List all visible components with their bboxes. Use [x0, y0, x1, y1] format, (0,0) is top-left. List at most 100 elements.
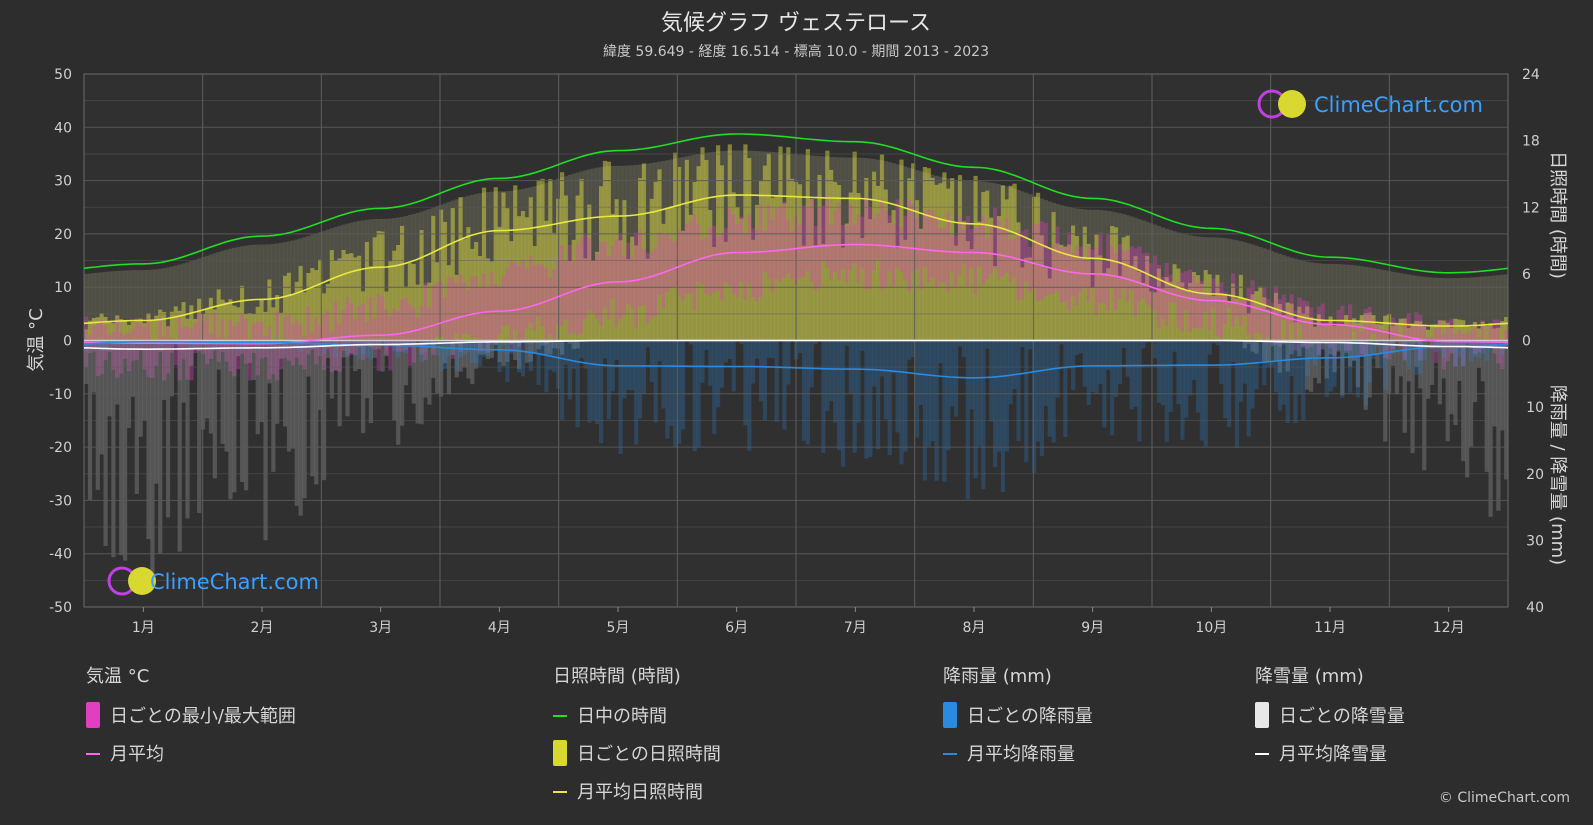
legend-daylight-label: 日中の時間	[577, 706, 667, 727]
sunshine-bar	[719, 165, 725, 341]
snow-bar	[1433, 340, 1439, 347]
rain-bar	[1301, 340, 1306, 421]
snow-bar	[372, 340, 377, 358]
daylight-bar	[606, 166, 611, 341]
temp-range-bar	[1250, 280, 1255, 342]
rain-bar	[622, 340, 627, 399]
temp-range-bar	[692, 213, 697, 311]
sunshine-bar	[993, 266, 998, 341]
snow-bar	[1488, 340, 1493, 517]
snow-bar	[419, 340, 424, 425]
snow-bar	[1254, 340, 1259, 354]
rain-bar	[942, 340, 947, 482]
daylight-bar	[95, 272, 100, 341]
rain-bar	[208, 340, 214, 343]
temp-range-bar	[1351, 328, 1357, 332]
rain-bar	[1348, 340, 1353, 393]
daylight-bar	[969, 181, 974, 341]
temp-range-bar	[1289, 294, 1294, 324]
rain-bar	[954, 340, 959, 417]
daylight-bar	[1398, 273, 1403, 341]
rain-bar	[1297, 340, 1302, 395]
daylight-bar	[247, 245, 253, 341]
daylight-bar	[1008, 187, 1013, 341]
snow-bar	[415, 340, 420, 424]
temp-range-bar	[954, 235, 959, 288]
rain-bar	[509, 340, 514, 354]
daylight-bar	[1453, 278, 1458, 341]
daylight-bar	[1238, 241, 1244, 341]
sunshine-bar	[1121, 237, 1126, 341]
sunshine-bar	[770, 197, 775, 341]
sunshine-bar	[1301, 313, 1306, 341]
temp-range-bar	[1164, 262, 1169, 326]
temp-range-bar	[1121, 250, 1126, 289]
snow-bar	[532, 340, 537, 354]
sunshine-bar	[1098, 255, 1103, 341]
rain-bar	[556, 340, 561, 389]
sunshine-bar	[1180, 282, 1185, 341]
temp-range-bar	[407, 304, 413, 366]
temp-range-bar	[376, 293, 381, 371]
sunshine-bar	[388, 261, 393, 341]
snow-bar	[119, 340, 124, 556]
temp-range-bar	[677, 229, 682, 296]
sunshine-bar	[712, 246, 717, 341]
snow-bar	[567, 340, 572, 344]
sunshine-bar	[232, 305, 237, 341]
daylight-bar	[1441, 278, 1446, 341]
temp-range-bar	[427, 307, 432, 342]
daylight-bar	[856, 157, 861, 341]
daylight-bar	[879, 160, 885, 341]
rain-bar	[357, 340, 362, 359]
sunshine-bar	[1379, 324, 1384, 341]
rain-bar	[895, 340, 900, 433]
sunshine-bar	[1078, 257, 1084, 341]
sunshine-bar	[1223, 293, 1228, 341]
daylight-bar	[1433, 277, 1439, 341]
daylight-bar	[696, 154, 701, 341]
rain-bar	[1355, 340, 1361, 398]
snow-bar	[462, 340, 467, 368]
temp-range-bar	[1156, 264, 1162, 329]
snow-bar	[1359, 340, 1364, 355]
sunshine-bar	[786, 147, 791, 341]
sunshine-bar	[669, 206, 674, 341]
sunshine-bar	[185, 318, 190, 341]
temp-range-bar	[864, 196, 869, 290]
rain-bar	[1195, 340, 1201, 413]
rain-bar	[969, 340, 974, 410]
temp-range-bar	[364, 321, 370, 344]
snow-bar	[1445, 340, 1450, 442]
sunshine-bar	[251, 314, 256, 341]
temp-range-bar	[922, 211, 927, 267]
snow-bar	[103, 340, 108, 546]
chart-subtitle: 緯度 59.649 - 経度 16.514 - 標高 10.0 - 期間 201…	[603, 43, 989, 60]
legend-rain-daily-swatch	[943, 702, 957, 728]
sunshine-bar	[1051, 212, 1056, 341]
temp-range-bar	[119, 332, 124, 374]
temp-range-bar	[528, 255, 533, 323]
daylight-bar	[786, 153, 791, 341]
daylight-bar	[938, 176, 943, 341]
temp-range-bar	[587, 238, 592, 311]
rain-bar	[1121, 340, 1126, 349]
daylight-bar	[360, 220, 366, 341]
temp-range-bar	[158, 317, 163, 353]
snow-bar	[329, 340, 334, 399]
temp-range-bar	[1043, 222, 1048, 297]
rain-bar	[602, 340, 608, 359]
daylight-bar	[637, 164, 643, 341]
sunshine-bar	[833, 182, 838, 341]
sunshine-bar	[1426, 329, 1431, 341]
sunshine-bar	[403, 286, 409, 341]
snow-bar	[197, 340, 202, 514]
sunshine-bar	[1172, 264, 1177, 341]
rain-bar	[1082, 340, 1087, 387]
daylight-bar	[1231, 239, 1236, 341]
temp-range-bar	[470, 276, 475, 339]
snow-bar	[333, 340, 338, 371]
daylight-bar	[548, 181, 553, 341]
rain-bar	[891, 340, 896, 374]
sunshine-bar	[87, 320, 93, 341]
